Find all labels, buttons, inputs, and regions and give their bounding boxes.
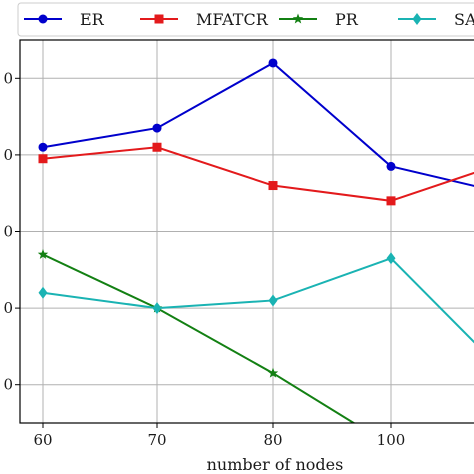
data-point-sa (268, 294, 278, 307)
x-tick-label: 80 (263, 431, 282, 449)
data-point-er (386, 161, 396, 171)
data-point-mfatcr (152, 142, 162, 152)
grid-lines (20, 40, 474, 423)
x-tick-label: 60 (33, 431, 52, 449)
x-tick-label: 100 (377, 431, 406, 449)
data-point-mfatcr (386, 196, 396, 206)
data-point-pr (267, 367, 279, 378)
series-line-pr (42, 253, 356, 423)
x-tick-label: 70 (147, 431, 166, 449)
legend-label-er: ER (80, 10, 105, 29)
legend-label-mfatcr: MFATCR (196, 10, 269, 29)
data-point-sa (386, 252, 396, 265)
legend-marker-er (38, 14, 48, 24)
data-point-pr (37, 248, 49, 259)
y-tick-label: 0 (3, 69, 13, 87)
legend: ER MFATCR PR SA (17, 2, 474, 37)
data-point-sa (38, 286, 48, 299)
series-line-sa (42, 257, 474, 344)
series-lines (37, 58, 474, 423)
series-line-er (42, 61, 474, 187)
legend-marker-sa (412, 13, 422, 25)
data-point-er (268, 58, 278, 68)
data-point-sa (152, 302, 162, 315)
x-axis-label: number of nodes (207, 455, 344, 474)
legend-box (17, 2, 474, 37)
data-point-er (152, 123, 162, 133)
legend-label-pr: PR (335, 10, 359, 29)
legend-marker-mfatcr (154, 14, 164, 24)
y-tick-label: 0 (3, 376, 13, 394)
data-point-mfatcr (38, 154, 48, 164)
legend-label-sa: SA (454, 10, 474, 29)
data-point-er (38, 142, 48, 152)
y-tick-label: 0 (3, 223, 13, 241)
axis-ticks: 60 70 80 100 0 0 0 0 0 (3, 69, 405, 449)
y-tick-label: 0 (3, 146, 13, 164)
y-tick-label: 0 (3, 299, 13, 317)
data-point-mfatcr (268, 181, 278, 191)
legend-marker-pr (292, 13, 304, 24)
